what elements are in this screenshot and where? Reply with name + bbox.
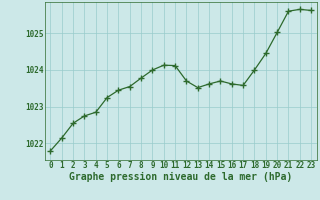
X-axis label: Graphe pression niveau de la mer (hPa): Graphe pression niveau de la mer (hPa) [69,172,292,182]
